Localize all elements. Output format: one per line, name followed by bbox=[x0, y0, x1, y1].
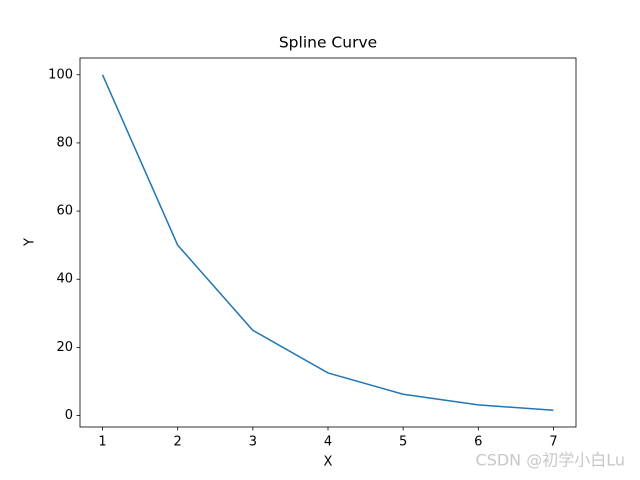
x-tick-label: 4 bbox=[324, 435, 332, 450]
x-tick-label: 2 bbox=[174, 435, 182, 450]
x-tick-label: 6 bbox=[474, 435, 482, 450]
x-axis-label: X bbox=[324, 455, 333, 470]
x-tick-label: 3 bbox=[249, 435, 257, 450]
y-tick-label: 80 bbox=[56, 135, 73, 150]
x-tick-label: 5 bbox=[399, 435, 407, 450]
x-tick-label: 1 bbox=[98, 435, 106, 450]
y-tick-label: 100 bbox=[48, 67, 73, 82]
x-tick-label: 7 bbox=[549, 435, 557, 450]
chart-title: Spline Curve bbox=[279, 34, 377, 52]
line-series bbox=[101, 74, 554, 411]
y-tick-label: 20 bbox=[56, 340, 73, 355]
y-tick-label: 40 bbox=[56, 272, 73, 287]
plot-frame bbox=[79, 57, 577, 428]
y-tick-label: 0 bbox=[65, 408, 73, 423]
y-tick-label: 60 bbox=[56, 204, 73, 219]
watermark: CSDN @初学小白Lu bbox=[476, 451, 625, 470]
y-axis-label: Y bbox=[23, 238, 38, 247]
